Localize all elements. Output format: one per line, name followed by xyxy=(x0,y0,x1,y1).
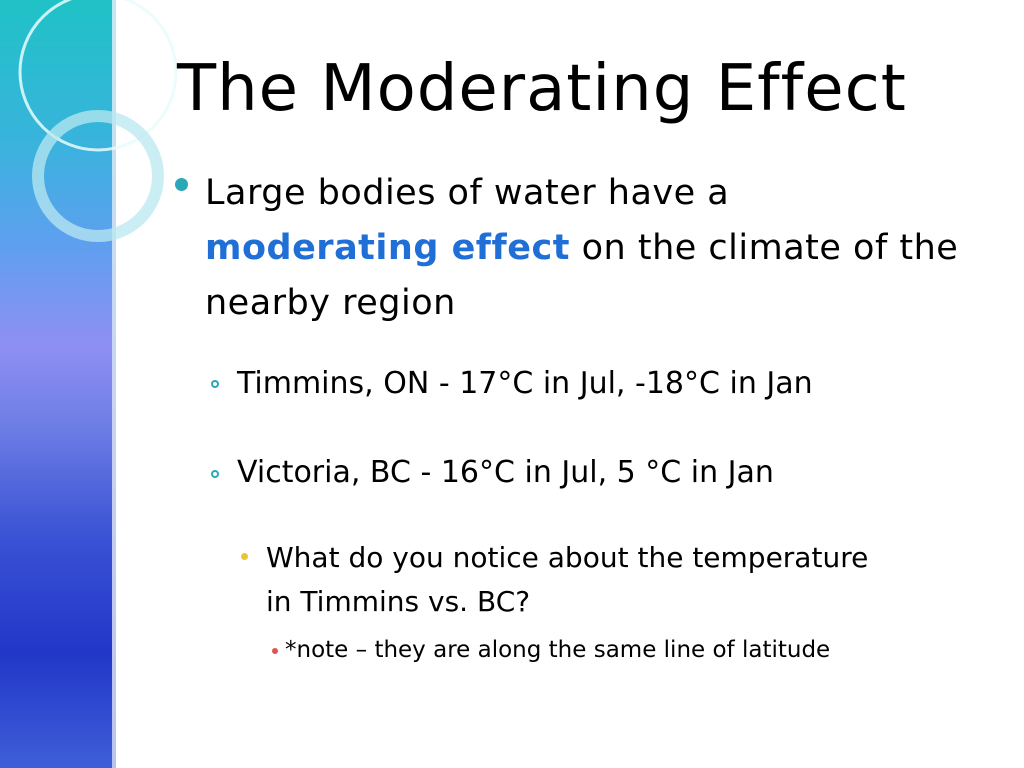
hollow-circle-bullet-icon xyxy=(211,380,219,388)
decorative-ring-large xyxy=(18,0,178,152)
main-point-text-end: on the climate of the nearby region xyxy=(205,228,959,323)
slide-title: The Moderating Effect xyxy=(177,52,907,126)
question-text: What do you notice about the temperature… xyxy=(266,541,869,618)
subpoint-timmins: Timmins, ON - 17°C in Jul, -18°C in Jan xyxy=(237,366,813,401)
main-point: Large bodies of water have a moderating … xyxy=(205,166,965,331)
note-text: *note – they are along the same line of … xyxy=(285,637,831,663)
tiny-dot-bullet-icon xyxy=(272,648,278,654)
highlight-term: moderating effect xyxy=(205,228,570,268)
sidebar-edge xyxy=(112,0,116,768)
subpoint-victoria: Victoria, BC - 16°C in Jul, 5 °C in Jan xyxy=(237,455,774,490)
small-dot-bullet-icon xyxy=(241,553,248,560)
decorative-circles xyxy=(18,0,178,242)
main-point-text-start: Large bodies of water have a xyxy=(205,173,730,213)
level1-bullet-icon xyxy=(175,178,188,191)
decorative-ring-small xyxy=(32,110,164,242)
hollow-circle-bullet-icon xyxy=(211,470,219,478)
